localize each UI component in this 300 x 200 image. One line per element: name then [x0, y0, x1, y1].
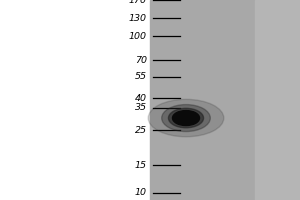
- Text: 130: 130: [129, 14, 147, 23]
- Text: 40: 40: [135, 94, 147, 103]
- Text: 25: 25: [135, 126, 147, 135]
- Text: 70: 70: [135, 56, 147, 65]
- Text: 35: 35: [135, 103, 147, 112]
- Bar: [255, 0, 300, 200]
- Ellipse shape: [162, 105, 210, 132]
- Text: 100: 100: [129, 32, 147, 41]
- Text: 10: 10: [135, 188, 147, 197]
- Text: 55: 55: [135, 72, 147, 81]
- Bar: [0, 0, 150, 200]
- Ellipse shape: [172, 111, 200, 126]
- Ellipse shape: [148, 99, 224, 137]
- Text: 15: 15: [135, 161, 147, 170]
- Bar: [150, 0, 300, 200]
- Text: 170: 170: [129, 0, 147, 5]
- Ellipse shape: [169, 108, 204, 128]
